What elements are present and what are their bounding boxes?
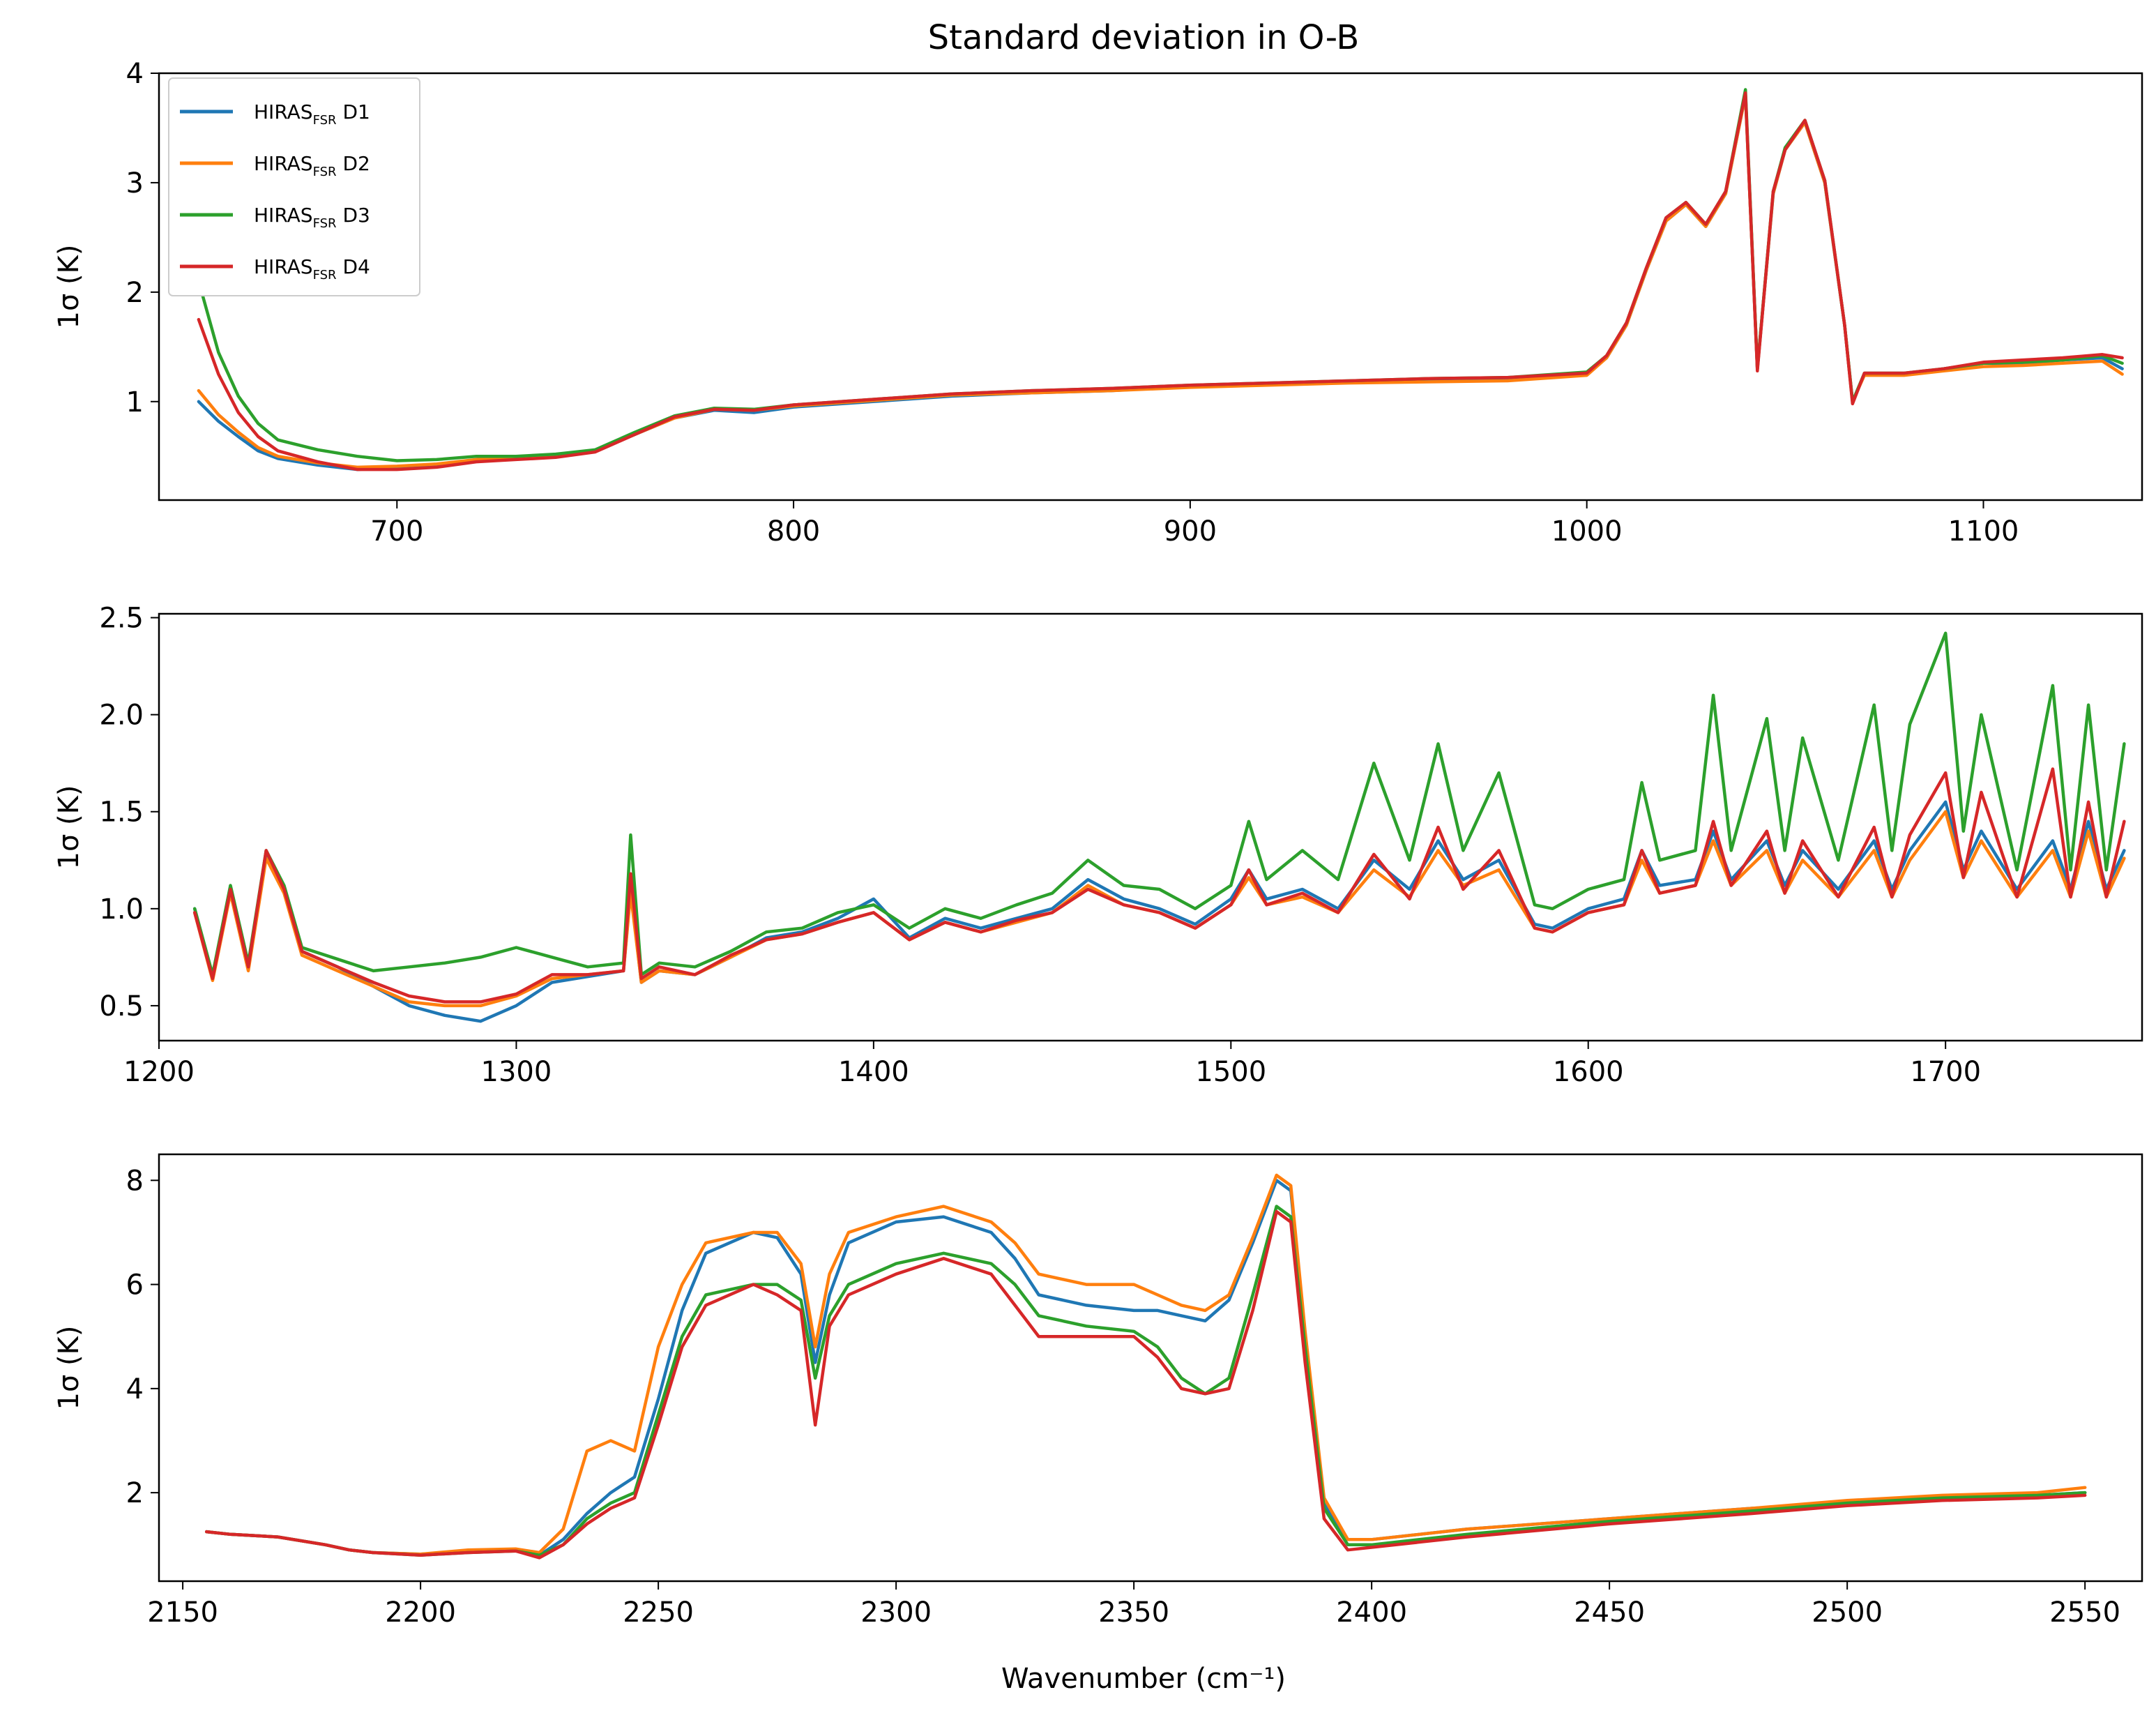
x-tick-label: 1500 bbox=[1195, 1056, 1266, 1088]
y-tick-label: 2.5 bbox=[99, 603, 144, 635]
x-tick-label: 800 bbox=[767, 515, 820, 548]
y-tick-label: 1.0 bbox=[99, 893, 144, 926]
y-tick-label: 2 bbox=[126, 1477, 144, 1509]
legend-entry: HIRASFSR D3 bbox=[180, 204, 370, 231]
legend-label: HIRASFSR D2 bbox=[254, 152, 370, 179]
y-tick-label: 8 bbox=[126, 1165, 144, 1197]
series-group-middle bbox=[192, 631, 2126, 1023]
legend-label: HIRASFSR D1 bbox=[254, 100, 370, 128]
x-tick-label: 1600 bbox=[1553, 1056, 1624, 1088]
panel-top: 700 800 900 1000 1100 1 2 3 4 1σ (K) bbox=[53, 58, 2143, 548]
x-tick-label: 2150 bbox=[147, 1597, 218, 1629]
axes-frame bbox=[158, 1153, 2143, 1583]
x-tick-label: 2400 bbox=[1336, 1597, 1407, 1629]
legend-label: HIRASFSR D3 bbox=[254, 204, 370, 231]
x-tick-label: 1400 bbox=[838, 1056, 909, 1088]
series-line-hiras-fsr-d4 bbox=[197, 91, 2124, 471]
y-tick-label: 4 bbox=[126, 58, 144, 90]
x-tick-label: 2500 bbox=[1812, 1597, 1883, 1629]
axes-frame bbox=[158, 72, 2143, 501]
y-axis-label: 1σ (K) bbox=[53, 785, 85, 870]
x-tick-label: 2300 bbox=[860, 1597, 932, 1629]
x-tick-label: 1200 bbox=[123, 1056, 195, 1088]
x-tick-label: 2250 bbox=[623, 1597, 694, 1629]
y-tick-label: 1.5 bbox=[99, 797, 144, 829]
figure-title: Standard deviation in O-B bbox=[928, 18, 1360, 57]
legend-label: HIRASFSR D4 bbox=[254, 255, 370, 282]
series-line-hiras-fsr-d4 bbox=[192, 767, 2126, 1004]
x-tick-label: 1300 bbox=[481, 1056, 552, 1088]
x-tick-label: 2450 bbox=[1574, 1597, 1645, 1629]
y-tick-label: 3 bbox=[126, 167, 144, 199]
series-group-top bbox=[197, 88, 2124, 471]
y-axis-label: 1σ (K) bbox=[53, 245, 85, 329]
series-group-bottom bbox=[204, 1173, 2087, 1560]
y-axis-label: 1σ (K) bbox=[53, 1326, 85, 1410]
legend-entry: HIRASFSR D2 bbox=[180, 152, 370, 179]
x-tick-label: 900 bbox=[1164, 515, 1217, 548]
x-tick-label: 700 bbox=[370, 515, 423, 548]
series-line-hiras-fsr-d4 bbox=[204, 1209, 2087, 1560]
series-line-hiras-fsr-d1 bbox=[192, 800, 2126, 1023]
series-line-hiras-fsr-d3 bbox=[192, 631, 2126, 976]
x-tick-label: 1700 bbox=[1910, 1056, 1981, 1088]
legend: HIRASFSR D1 HIRASFSR D2 HIRASFSR D3 HIRA… bbox=[168, 77, 420, 296]
y-tick-label: 0.5 bbox=[99, 990, 144, 1022]
x-axis-label: Wavenumber (cm⁻¹) bbox=[1001, 1663, 1286, 1695]
panel-bottom: 2150 2200 2250 2300 2350 2400 2450 2500 2550 2 4 6 8… bbox=[53, 1153, 2143, 1629]
x-tick-label: 2550 bbox=[2049, 1597, 2120, 1629]
y-tick-label: 2 bbox=[126, 277, 144, 309]
x-tick-label: 1000 bbox=[1551, 515, 1623, 548]
panel-middle: 1200 1300 1400 1500 1600 1700 0.5 1.0 1.5 2.0 2.5 1… bbox=[53, 603, 2143, 1088]
x-tick-label: 2350 bbox=[1098, 1597, 1169, 1629]
series-line-hiras-fsr-d2 bbox=[204, 1173, 2087, 1556]
y-tick-label: 6 bbox=[126, 1269, 144, 1301]
axes-frame bbox=[158, 612, 2143, 1042]
legend-box bbox=[168, 77, 420, 296]
y-tick-label: 2.0 bbox=[99, 700, 144, 732]
x-tick-label: 2200 bbox=[385, 1597, 456, 1629]
x-tick-label: 1100 bbox=[1948, 515, 2019, 548]
y-tick-label: 1 bbox=[126, 386, 144, 418]
legend-entry: HIRASFSR D1 bbox=[180, 100, 370, 128]
y-tick-label: 4 bbox=[126, 1373, 144, 1405]
legend-entry: HIRASFSR D4 bbox=[180, 255, 370, 282]
